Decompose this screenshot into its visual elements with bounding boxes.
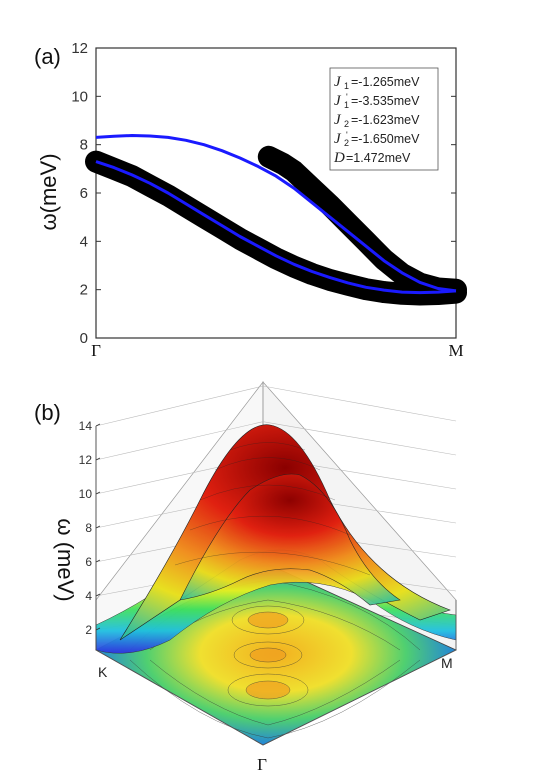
legend-value: =-1.623meV: [351, 113, 420, 127]
legend-symbol: D: [333, 150, 345, 166]
y-tick-label: 2: [80, 282, 88, 299]
y-tick-label: 0: [80, 330, 88, 347]
x-tick-label-m: M: [448, 341, 463, 360]
y-tick-label: 6: [80, 185, 88, 202]
z-tick-mark: [95, 423, 101, 427]
z-tick-mark: [95, 559, 101, 563]
legend-row: J 2 =-1.623meV: [334, 112, 420, 129]
legend-prime: ': [346, 92, 348, 102]
z-tick-mark: [95, 491, 101, 495]
z-tick-label: 6: [85, 555, 92, 569]
legend-symbol: J: [334, 74, 342, 90]
surface-z-ticks: 2 4 6 8 10 12 14: [79, 419, 101, 650]
legend-symbol: J: [334, 131, 342, 147]
legend-row: J '1 =-3.535meV: [334, 92, 420, 110]
dispersion-line-1: [95, 134, 457, 293]
back-wall-gridline-right: [262, 385, 457, 422]
legend-subscript: 2: [344, 138, 349, 148]
corner-label-gamma: Γ: [257, 755, 267, 774]
legend-value: =-1.650meV: [351, 132, 420, 146]
y-tick-label: 10: [71, 88, 88, 105]
z-tick-mark: [95, 457, 101, 461]
panel-a-series: [85, 134, 467, 306]
corner-label-m: M: [441, 655, 453, 671]
z-tick-label: 12: [79, 453, 93, 467]
legend-symbol: J: [334, 93, 342, 109]
surface-z-axis-label: ω (meV): [53, 518, 78, 601]
z-tick-mark: [95, 593, 101, 597]
x-tick-label-gamma: Γ: [91, 341, 101, 360]
corner-label-k: K: [98, 664, 108, 680]
legend-subscript: 2: [344, 119, 349, 129]
legend-subscript: 1: [344, 81, 349, 91]
legend-value: =1.472meV: [346, 151, 411, 165]
z-tick-label: 2: [85, 623, 92, 637]
z-tick-label: 10: [79, 487, 93, 501]
back-wall-gridline-left: [95, 385, 264, 427]
z-tick-label: 4: [85, 589, 92, 603]
legend-symbol: J: [334, 112, 342, 128]
panel-b-label: (b): [34, 400, 61, 425]
legend-value: =-3.535meV: [351, 94, 420, 108]
surface-upper-dome: [119, 424, 451, 641]
legend-box: [329, 67, 439, 171]
z-tick-label: 14: [79, 419, 93, 433]
z-tick-mark: [95, 525, 101, 529]
legend-row: J 1 =-1.265meV: [334, 74, 420, 91]
y-tick-label: 8: [80, 137, 88, 154]
legend-subscript: 1: [344, 100, 349, 110]
z-tick-mark: [95, 627, 101, 631]
panel-b-surface-plot: (b): [34, 380, 457, 774]
legend-row: D =1.472meV: [333, 150, 411, 166]
panel-a-label: (a): [34, 44, 61, 69]
back-wall-gridline-left: [95, 421, 264, 461]
y-tick-label: 4: [80, 233, 88, 250]
dispersion-line-2: [95, 160, 457, 295]
intensity-band-1: [85, 150, 467, 306]
legend-prime: ': [346, 130, 348, 140]
legend-value: =-1.265meV: [351, 75, 420, 89]
z-tick-label: 8: [85, 521, 92, 535]
y-tick-label: 12: [71, 40, 88, 57]
back-wall-gridline-right: [262, 421, 457, 456]
legend-row: J '2 =-1.650meV: [334, 130, 420, 148]
panel-a-y-axis-label: ω(meV): [36, 153, 61, 230]
